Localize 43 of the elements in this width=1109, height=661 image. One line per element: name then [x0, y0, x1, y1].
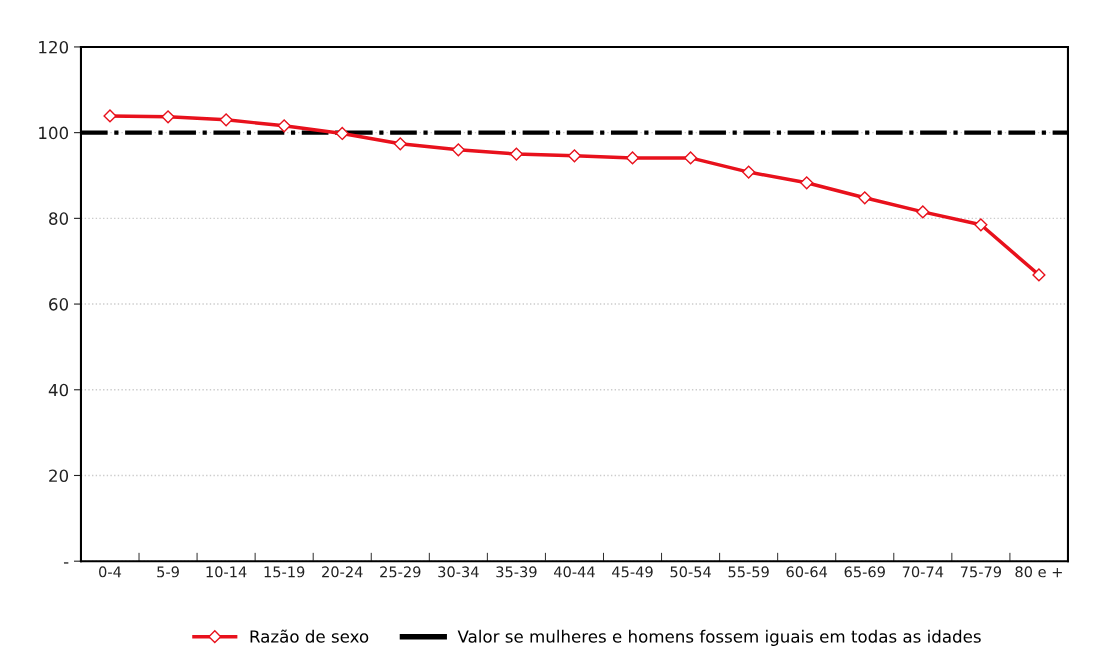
x-tick-label: 20-24: [322, 566, 363, 578]
x-tick-label: 30-34: [438, 566, 479, 578]
x-tick-label: 10-14: [206, 566, 247, 578]
y-tick-label: 120: [39, 40, 69, 54]
x-tick-label: 35-39: [496, 566, 537, 578]
y-tick-label: -: [63, 562, 69, 564]
point: [742, 165, 756, 179]
legend-label: Valor se mulheres e homens fossem iguais em todas as idades: [457, 629, 981, 646]
point: [800, 176, 814, 190]
x-tick-label: 25-29: [380, 566, 421, 578]
x-tick-label: 65-69: [844, 566, 885, 578]
point: [509, 147, 523, 161]
point: [567, 149, 582, 163]
x-tick-label: 50-54: [670, 566, 711, 578]
legend-label: Razão de sexo: [250, 629, 369, 643]
point: [219, 113, 233, 127]
point: [1032, 268, 1046, 282]
point: [335, 126, 349, 141]
x-tick-label: 55-59: [728, 566, 769, 578]
point: [683, 151, 698, 165]
x-tick-label: 15-19: [264, 566, 305, 578]
x-tick-label: 0-4: [99, 566, 122, 578]
point: [161, 110, 175, 124]
point: [974, 218, 988, 232]
point: [625, 151, 640, 165]
point: [393, 137, 407, 151]
x-tick-label: 60-64: [786, 566, 828, 578]
y-tick-label: 40: [48, 383, 69, 397]
point: [103, 109, 117, 123]
y-tick-label: 100: [39, 126, 69, 140]
point: [916, 205, 930, 219]
x-tick-label: 75-79: [960, 566, 1002, 578]
y-tick-label: 60: [49, 298, 69, 311]
point: [277, 119, 291, 133]
point: [858, 191, 872, 205]
y-tick-label: 20: [49, 469, 69, 483]
y-tick-label: 80: [49, 212, 69, 225]
x-tick-label: 5-9: [157, 566, 179, 578]
x-tick-label: 40-44: [553, 566, 595, 578]
point: [451, 143, 465, 157]
x-tick-label: 45-49: [612, 566, 653, 578]
x-tick-label: 70-74: [902, 566, 944, 578]
x-tick-label: 80 e +: [1015, 566, 1062, 578]
